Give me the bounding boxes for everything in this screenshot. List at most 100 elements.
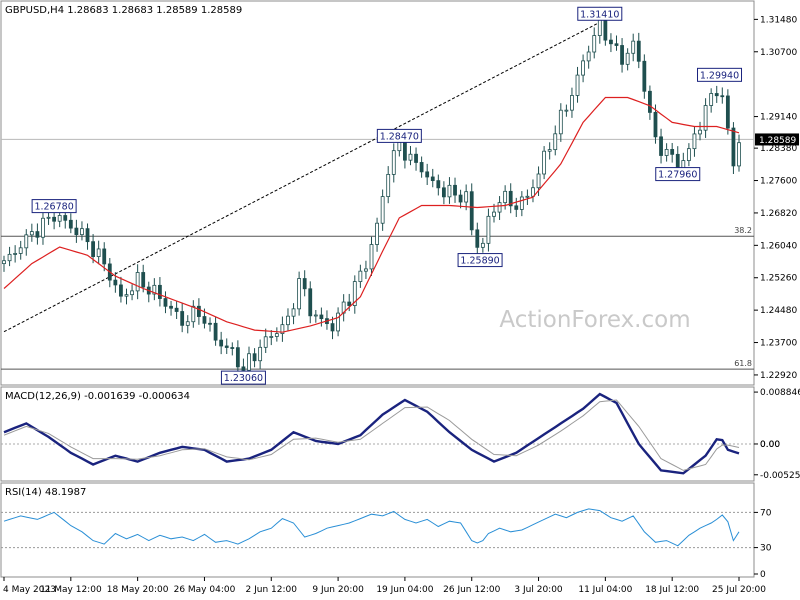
candle-body xyxy=(486,215,491,244)
price-tick-label: 1.27600 xyxy=(760,177,797,187)
candle-body xyxy=(592,35,597,53)
candle-body xyxy=(686,148,691,161)
dashed-trendline xyxy=(3,21,601,333)
macd-pane-frame xyxy=(0,386,755,482)
rsi-axis: 70 30 0 xyxy=(754,508,772,580)
candle-body xyxy=(692,133,697,150)
candle-body xyxy=(492,211,496,217)
candle-body xyxy=(2,260,6,265)
price-tick-label: 1.31480 xyxy=(760,15,797,25)
candle-body xyxy=(308,288,313,317)
candle-body xyxy=(425,171,430,178)
candle-body xyxy=(480,242,485,248)
candle-body xyxy=(664,149,669,156)
price-pane-title: GBPUSD,H4 1.28683 1.28683 1.28589 1.2858… xyxy=(5,5,242,16)
candle-body xyxy=(102,248,107,265)
candle-body xyxy=(408,153,413,161)
candle-body xyxy=(46,216,51,219)
price-pane-frame xyxy=(0,0,755,386)
candle-body xyxy=(91,241,95,257)
candle-body xyxy=(119,284,123,297)
candle-body xyxy=(542,150,547,175)
candle-body xyxy=(525,195,530,198)
rsi-lines xyxy=(1,508,754,549)
fib-level-label: 38.2 xyxy=(734,226,752,235)
candles-layer xyxy=(2,6,741,379)
candle-body xyxy=(391,150,396,175)
fibonacci-labels: 38.2 61.8 xyxy=(734,226,752,368)
macd-tick-label: 0.00 xyxy=(760,440,780,450)
moving-average-layer xyxy=(3,96,740,333)
rsi-tick-label: 70 xyxy=(760,508,772,518)
candle-body xyxy=(74,227,79,236)
candle-body xyxy=(614,43,619,46)
candle-body xyxy=(725,95,730,129)
candle-body xyxy=(703,105,708,131)
candle-body xyxy=(519,196,524,210)
candle-body xyxy=(397,141,402,152)
rsi-line xyxy=(3,508,740,547)
candle-body xyxy=(709,93,714,106)
candle-body xyxy=(553,133,558,151)
candle-body xyxy=(358,270,363,282)
annotation-box xyxy=(655,167,701,182)
candle-body xyxy=(252,353,257,362)
trendline-layer xyxy=(3,21,601,333)
candle-body xyxy=(286,315,290,326)
candle-body xyxy=(536,173,541,189)
candle-body xyxy=(731,127,736,167)
annotation-box xyxy=(577,6,623,21)
candle-body xyxy=(35,231,40,238)
price-pane: ActionForex.com 1.267801.230601.284701.2… xyxy=(0,0,799,386)
candle-body xyxy=(280,324,285,335)
price-axis: 1.31480 1.30700 1.29140 1.28380 1.27600 1.268… xyxy=(754,15,799,381)
candle-body xyxy=(180,311,185,326)
candle-body xyxy=(419,162,424,173)
candle-body xyxy=(403,141,407,161)
candle-body xyxy=(208,322,212,325)
candle-body xyxy=(96,248,101,257)
candle-body xyxy=(41,217,45,238)
candle-body xyxy=(575,74,580,96)
candle-body xyxy=(85,228,90,243)
rsi-pane: RSI(14) 48.1987 70 30 0 xyxy=(0,482,772,580)
candle-body xyxy=(7,253,12,262)
candle-body xyxy=(185,321,190,326)
candle-body xyxy=(141,272,146,288)
time-tick-label: 26 Jun 12:00 xyxy=(443,585,500,595)
time-tick-label: 3 Jul 20:00 xyxy=(514,585,563,595)
price-tick-label: 1.28380 xyxy=(760,144,797,154)
time-tick-label: 9 Jun 20:00 xyxy=(312,585,364,595)
annotation-label: 1.27960 xyxy=(658,170,697,181)
candle-body xyxy=(191,305,196,323)
candle-body xyxy=(458,194,463,203)
candle-body xyxy=(447,184,452,198)
price-tick-label: 1.22920 xyxy=(760,371,797,381)
price-tick-label: 1.25260 xyxy=(760,274,797,284)
candle-body xyxy=(698,129,702,135)
candle-body xyxy=(241,366,246,371)
candle-body xyxy=(319,314,324,320)
candle-body xyxy=(258,346,263,362)
moving-average-line xyxy=(3,96,740,333)
candle-body xyxy=(313,314,318,317)
candle-body xyxy=(152,284,157,295)
rsi-pane-frame xyxy=(0,482,755,578)
macd-lines xyxy=(1,392,754,475)
price-tick-label: 1.24480 xyxy=(760,306,797,316)
macd-tick-label: -0.005252 xyxy=(760,471,800,481)
price-tick-label: 1.26040 xyxy=(760,241,797,251)
candle-body xyxy=(230,347,235,349)
time-tick-label: 26 May 04:00 xyxy=(174,585,236,595)
candle-body xyxy=(29,231,34,236)
candle-body xyxy=(531,187,535,197)
rsi-tick-label: 0 xyxy=(760,570,766,580)
price-annotations: 1.26780 1.23060 1.28470 1.25890 1.31410 1.299… xyxy=(31,6,743,385)
candle-body xyxy=(581,60,585,76)
candle-body xyxy=(169,305,173,309)
price-tick-label: 1.23700 xyxy=(760,339,797,349)
price-annotation: 1.26780 xyxy=(31,199,77,214)
time-tick-label: 18 Jul 12:00 xyxy=(645,585,699,595)
